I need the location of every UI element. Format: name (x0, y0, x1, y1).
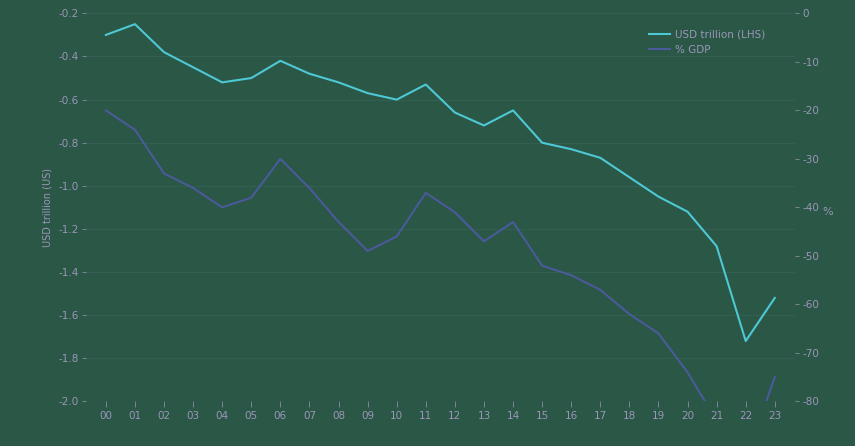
USD trillion (LHS) (275, 58, 286, 63)
% GDP (304, 186, 315, 191)
% GDP (450, 210, 460, 215)
USD trillion (LHS) (479, 123, 489, 128)
% GDP (101, 107, 111, 113)
% GDP (421, 190, 431, 195)
USD trillion (LHS) (159, 50, 169, 55)
USD trillion (LHS) (566, 146, 576, 152)
% GDP (770, 375, 780, 380)
USD trillion (LHS) (537, 140, 547, 145)
% GDP (653, 331, 663, 336)
USD trillion (LHS) (392, 97, 402, 102)
USD trillion (LHS) (711, 244, 722, 249)
USD trillion (LHS) (130, 21, 140, 27)
% GDP (537, 263, 547, 268)
USD trillion (LHS) (624, 174, 634, 180)
% GDP (217, 205, 227, 210)
USD trillion (LHS) (304, 71, 315, 76)
% GDP (479, 239, 489, 244)
Line: % GDP: % GDP (106, 110, 775, 446)
% GDP (682, 370, 693, 375)
% GDP (566, 273, 576, 278)
USD trillion (LHS) (188, 65, 198, 70)
USD trillion (LHS) (421, 82, 431, 87)
Line: USD trillion (LHS): USD trillion (LHS) (106, 24, 775, 341)
Legend: USD trillion (LHS), % GDP: USD trillion (LHS), % GDP (646, 26, 769, 58)
USD trillion (LHS) (653, 194, 663, 199)
USD trillion (LHS) (101, 32, 111, 37)
% GDP (130, 127, 140, 132)
% GDP (392, 234, 402, 239)
USD trillion (LHS) (740, 339, 751, 344)
USD trillion (LHS) (770, 295, 780, 301)
USD trillion (LHS) (363, 91, 373, 96)
USD trillion (LHS) (217, 80, 227, 85)
USD trillion (LHS) (595, 155, 605, 161)
USD trillion (LHS) (682, 209, 693, 215)
% GDP (624, 311, 634, 317)
% GDP (363, 248, 373, 254)
USD trillion (LHS) (246, 75, 256, 81)
% GDP (159, 171, 169, 176)
USD trillion (LHS) (333, 80, 344, 85)
% GDP (508, 219, 518, 225)
% GDP (711, 418, 722, 424)
USD trillion (LHS) (508, 107, 518, 113)
% GDP (333, 219, 344, 225)
Y-axis label: %: % (822, 207, 833, 217)
% GDP (246, 195, 256, 200)
Y-axis label: USD trillion (US): USD trillion (US) (43, 168, 53, 247)
USD trillion (LHS) (450, 110, 460, 115)
% GDP (595, 287, 605, 293)
% GDP (275, 156, 286, 161)
% GDP (188, 186, 198, 191)
